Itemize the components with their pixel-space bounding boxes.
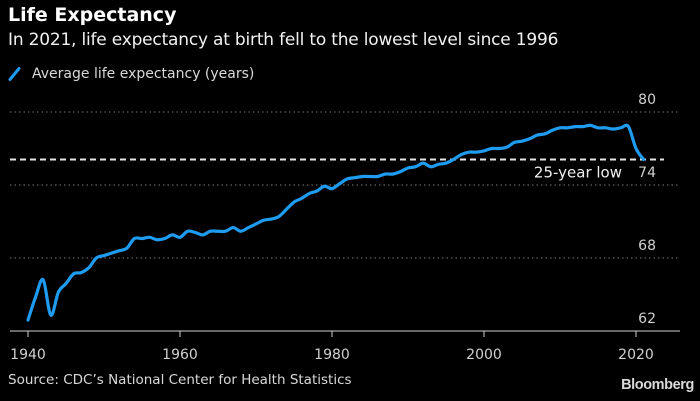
x-tick-label-1960: 1960 [162, 347, 198, 363]
series-line-0 [26, 123, 646, 322]
legend: Average life expectancy (years) [8, 66, 254, 82]
bloomberg-logo: Bloomberg [621, 377, 694, 393]
annotation-label: 25-year low [534, 163, 622, 181]
gridlines [10, 111, 680, 259]
x-tick-label-1980: 1980 [314, 347, 350, 363]
chart-subtitle: In 2021, life expectancy at birth fell t… [8, 30, 559, 50]
legend-line-icon [8, 67, 21, 81]
annotation-25-year-low: 25-year low [10, 158, 664, 181]
x-tick-label-1940: 1940 [10, 347, 46, 363]
x-axis: 1940 1960 1980 2000 2020 [10, 330, 680, 363]
x-tick-label-2000: 2000 [466, 347, 502, 363]
x-tick-label-2020: 2020 [618, 347, 654, 363]
y-tick-label-80: 80 [638, 92, 656, 108]
chart-title: Life Expectancy [8, 4, 177, 26]
y-tick-label-62: 62 [638, 311, 656, 327]
y-axis-labels: 62 68 74 80 [638, 92, 656, 327]
y-tick-label-68: 68 [638, 238, 656, 254]
y-tick-label-74: 74 [638, 165, 656, 181]
series-group [26, 123, 646, 322]
source-note: Source: CDC’s National Center for Health… [8, 372, 352, 388]
legend-label: Average life expectancy (years) [32, 66, 255, 82]
